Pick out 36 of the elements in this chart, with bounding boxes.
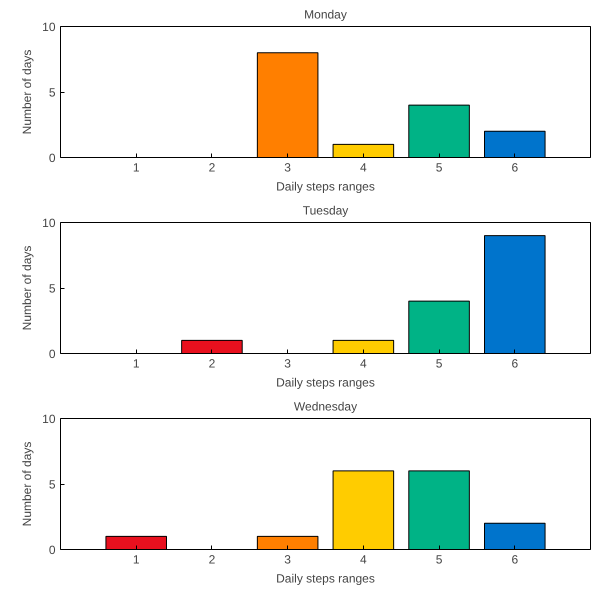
x-tick-label: 4 [360,552,368,566]
chart-title: Monday [304,8,347,22]
y-tick-label: 10 [42,216,56,230]
x-tick-label: 3 [284,160,292,174]
x-tick-label: 5 [436,160,443,174]
x-tick-label: 6 [511,160,518,174]
x-tick-label: 5 [436,356,443,370]
y-tick-label: 5 [48,282,56,296]
chart-title: Wednesday [294,400,358,414]
x-tick-label: 4 [360,356,368,370]
y-tick-label: 10 [42,412,56,426]
x-axis-title: Daily steps ranges [276,572,375,586]
y-tick-label: 0 [48,543,56,557]
x-axis-title: Daily steps ranges [276,180,375,194]
y-tick-label: 5 [48,86,56,100]
x-tick-label: 2 [208,160,216,174]
y-axis-title: Number of days [20,442,34,526]
y-tick-label: 5 [48,478,56,492]
x-tick-label: 4 [360,160,368,174]
x-tick-label: 3 [284,356,292,370]
y-axis-title: Number of days [20,50,34,134]
y-tick-label: 10 [42,20,56,34]
y-tick-label: 0 [48,151,56,165]
x-tick-label: 2 [208,356,216,370]
x-tick-label: 3 [284,552,292,566]
x-tick-label: 1 [132,356,140,370]
x-axis-title: Daily steps ranges [276,376,375,390]
x-tick-label: 2 [208,552,216,566]
x-tick-label: 1 [132,552,140,566]
x-tick-label: 5 [436,552,443,566]
y-axis-title: Number of days [20,246,34,330]
y-tick-label: 0 [48,347,56,361]
x-tick-label: 6 [511,552,518,566]
x-tick-label: 6 [511,356,518,370]
chart-title: Tuesday [302,204,348,218]
x-tick-label: 1 [132,160,140,174]
